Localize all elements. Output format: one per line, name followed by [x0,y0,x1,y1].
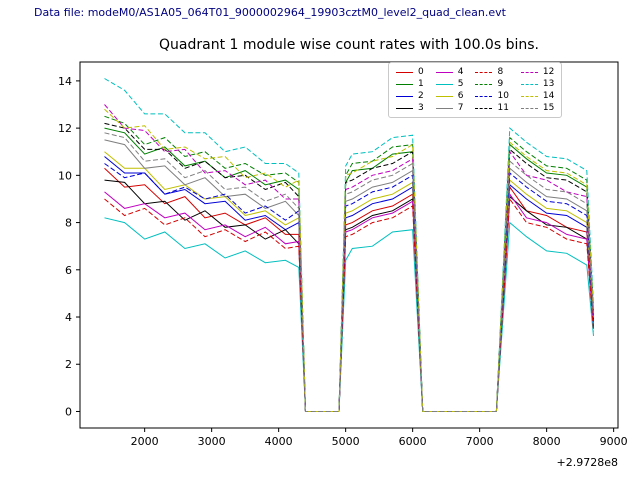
legend-item-4: 4 [435,66,464,78]
legend-line-sample [475,83,493,85]
legend-line-sample [475,95,493,97]
y-tick-label: 6 [65,264,72,277]
legend-item-9: 9 [475,78,508,90]
legend-line-sample [396,107,413,109]
legend-item-13: 13 [520,78,555,90]
legend-item-12: 12 [520,66,555,78]
legend-label: 8 [497,67,504,77]
y-tick-label: 12 [58,122,72,135]
legend-line-sample [435,107,453,109]
legend-label: 9 [497,79,504,89]
legend-line-sample [520,71,538,73]
legend-label: 0 [418,67,424,77]
series-line-12 [104,104,594,412]
series-line-14 [104,108,594,412]
legend-label: 11 [497,103,509,113]
legend-item-10: 10 [475,90,509,102]
series-line-1 [104,127,594,412]
legend-label: 4 [457,67,464,77]
legend-label: 5 [457,79,464,89]
legend-line-sample [475,107,493,109]
x-tick-label: 6000 [399,435,427,448]
legend-item-3: 3 [396,102,424,114]
legend-label: 10 [497,91,509,101]
series-line-9 [104,115,594,412]
legend-item-5: 5 [435,78,464,90]
legend-item-14: 14 [520,90,555,102]
legend: 0 1 2 3 4 5 6 7 8 9 10 11 12 13 14 15 [388,62,563,118]
legend-label: 13 [542,79,555,89]
x-axis-offset-label: +2.9728e8 [557,456,618,469]
y-tick-label: 2 [65,358,72,371]
legend-line-sample [435,71,453,73]
y-tick-label: 0 [65,405,72,418]
legend-item-6: 6 [435,90,464,102]
legend-item-15: 15 [520,102,555,114]
chart-title: Quadrant 1 module wise count rates with … [159,37,539,53]
series-line-7 [104,139,594,412]
legend-label: 1 [418,79,424,89]
x-tick-label: 2000 [131,435,159,448]
series-line-10 [104,163,594,412]
legend-item-7: 7 [435,102,464,114]
legend-line-sample [396,95,413,97]
series-line-13 [104,78,594,412]
legend-label: 7 [457,103,464,113]
x-tick-label: 3000 [198,435,226,448]
series-line-5 [104,217,594,412]
legend-item-2: 2 [396,90,424,102]
legend-line-sample [396,83,413,85]
legend-line-sample [520,95,538,97]
y-tick-label: 10 [58,169,72,182]
legend-item-0: 0 [396,66,424,78]
legend-line-sample [435,83,453,85]
series-line-2 [104,156,594,412]
series-line-11 [104,122,594,412]
series-line-15 [104,132,594,412]
legend-item-1: 1 [396,78,424,90]
legend-line-sample [520,107,538,109]
series-line-8 [104,197,594,412]
legend-item-8: 8 [475,66,508,78]
legend-label: 15 [542,103,555,113]
legend-label: 6 [457,91,464,101]
legend-line-sample [475,71,493,73]
legend-line-sample [520,83,538,85]
legend-line-sample [435,95,453,97]
legend-label: 14 [542,91,555,101]
legend-label: 3 [418,103,424,113]
x-tick-label: 5000 [332,435,360,448]
legend-label: 2 [418,91,424,101]
legend-label: 12 [542,67,555,77]
x-tick-label: 9000 [600,435,628,448]
series-line-4 [104,191,594,412]
y-tick-label: 14 [58,75,72,88]
legend-line-sample [396,71,413,73]
y-tick-label: 4 [65,311,72,324]
x-tick-label: 7000 [466,435,494,448]
legend-item-11: 11 [475,102,509,114]
y-tick-label: 8 [65,217,72,230]
x-tick-label: 4000 [265,435,293,448]
data-file-label: Data file: modeM0/AS1A05_064T01_90000029… [34,6,506,19]
axes-frame [79,61,619,429]
x-tick-label: 8000 [533,435,561,448]
